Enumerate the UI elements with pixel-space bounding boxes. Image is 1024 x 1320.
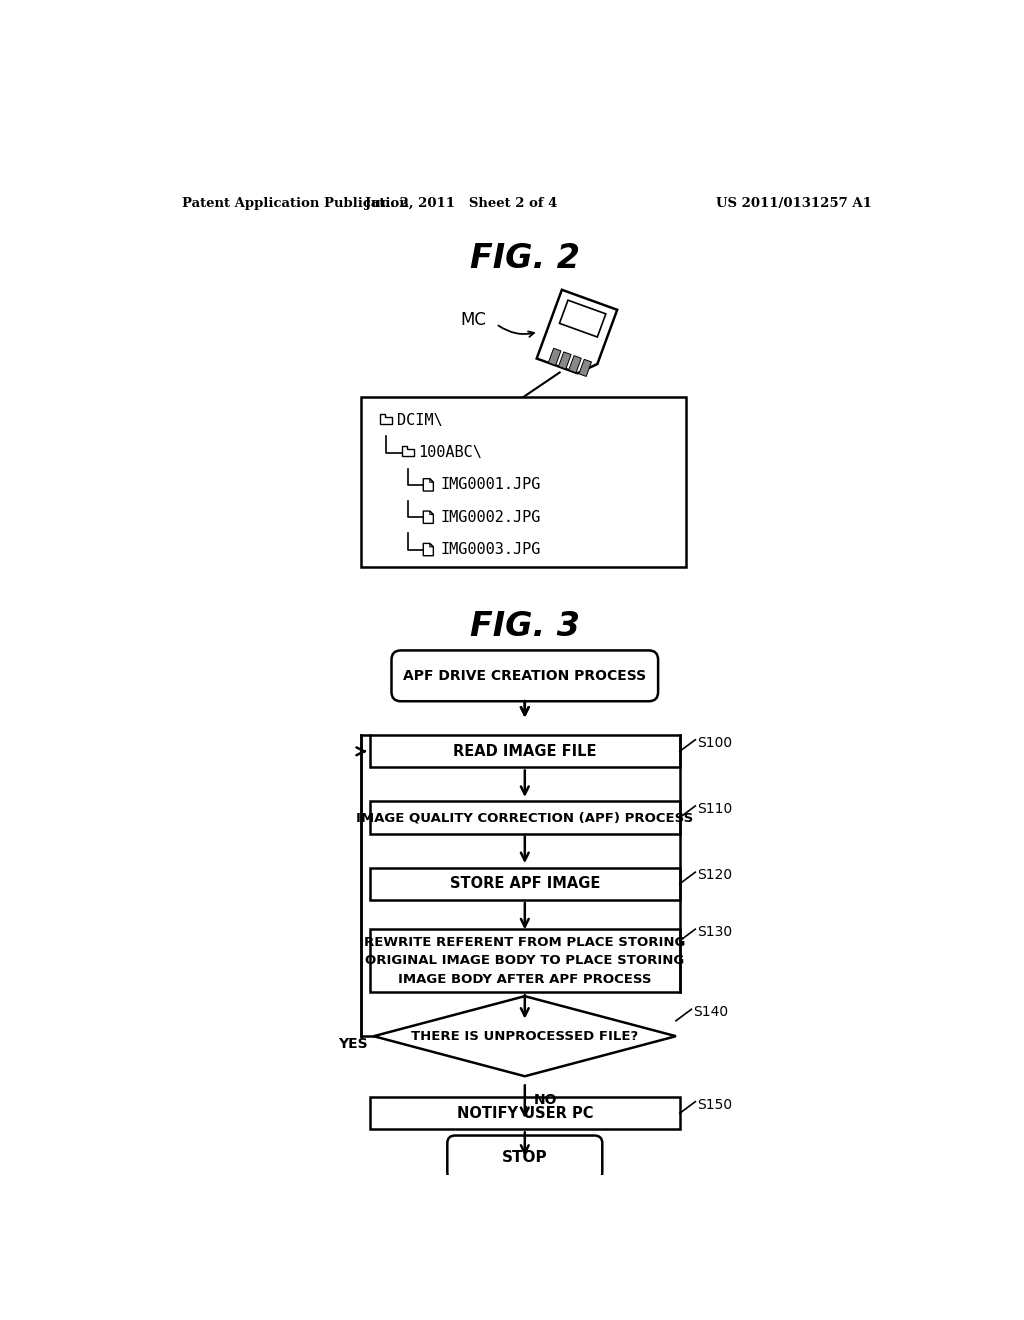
Polygon shape	[579, 359, 592, 376]
Text: THERE IS UNPROCESSED FILE?: THERE IS UNPROCESSED FILE?	[412, 1030, 638, 1043]
Text: IMAGE BODY AFTER APF PROCESS: IMAGE BODY AFTER APF PROCESS	[398, 973, 651, 986]
Text: NOTIFY USER PC: NOTIFY USER PC	[457, 1106, 593, 1121]
Polygon shape	[548, 348, 561, 366]
Text: STORE APF IMAGE: STORE APF IMAGE	[450, 876, 600, 891]
Text: YES: YES	[338, 1038, 368, 1051]
Text: FIG. 3: FIG. 3	[470, 610, 580, 643]
Polygon shape	[360, 397, 686, 566]
Text: 100ABC\: 100ABC\	[419, 445, 482, 461]
Text: ORIGINAL IMAGE BODY TO PLACE STORING: ORIGINAL IMAGE BODY TO PLACE STORING	[366, 954, 684, 968]
Text: S140: S140	[693, 1006, 728, 1019]
Polygon shape	[568, 355, 582, 372]
Text: IMG0002.JPG: IMG0002.JPG	[440, 510, 541, 525]
Text: S150: S150	[697, 1098, 732, 1111]
Text: STOP: STOP	[502, 1150, 548, 1166]
Text: IMG0003.JPG: IMG0003.JPG	[440, 543, 541, 557]
Text: S120: S120	[697, 869, 732, 882]
Text: READ IMAGE FILE: READ IMAGE FILE	[453, 743, 597, 759]
Text: Jun. 2, 2011   Sheet 2 of 4: Jun. 2, 2011 Sheet 2 of 4	[366, 197, 557, 210]
Text: S100: S100	[697, 737, 732, 750]
Text: IMG0001.JPG: IMG0001.JPG	[440, 478, 541, 492]
Text: MC: MC	[460, 312, 486, 329]
Text: DCIM\: DCIM\	[397, 413, 442, 428]
Text: S130: S130	[697, 925, 732, 940]
Text: S110: S110	[697, 803, 732, 816]
Text: IMAGE QUALITY CORRECTION (APF) PROCESS: IMAGE QUALITY CORRECTION (APF) PROCESS	[356, 810, 693, 824]
Text: APF DRIVE CREATION PROCESS: APF DRIVE CREATION PROCESS	[403, 669, 646, 682]
Text: REWRITE REFERENT FROM PLACE STORING: REWRITE REFERENT FROM PLACE STORING	[365, 936, 685, 949]
Text: Patent Application Publication: Patent Application Publication	[182, 197, 409, 210]
Text: FIG. 2: FIG. 2	[470, 242, 580, 275]
Polygon shape	[558, 352, 571, 370]
Text: NO: NO	[535, 1093, 558, 1107]
Text: US 2011/0131257 A1: US 2011/0131257 A1	[716, 197, 872, 210]
Polygon shape	[537, 290, 617, 374]
